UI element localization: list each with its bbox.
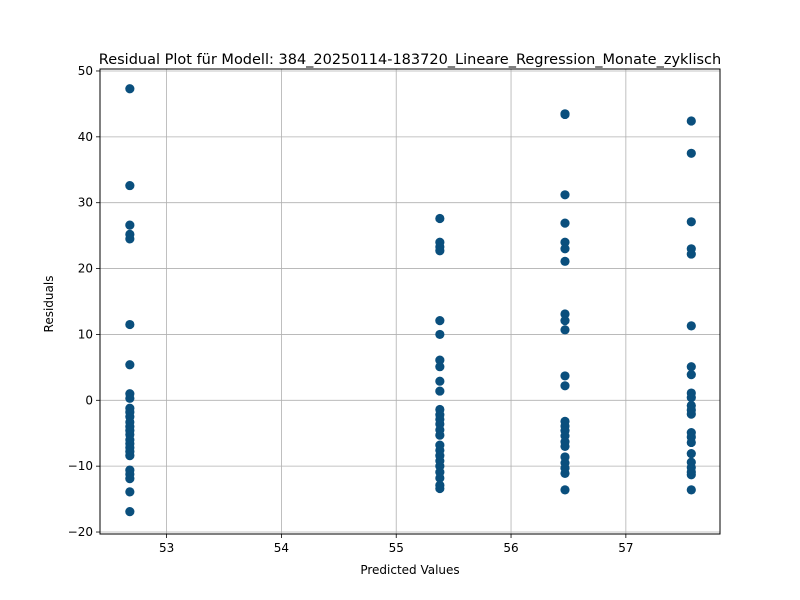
data-point bbox=[686, 148, 696, 158]
x-axis-label: Predicted Values bbox=[360, 563, 459, 577]
plot-frame bbox=[99, 68, 721, 535]
x-tick-label: 54 bbox=[274, 541, 289, 555]
data-point bbox=[125, 180, 135, 191]
y-tick-label: 10 bbox=[78, 327, 93, 341]
data-point bbox=[125, 319, 135, 330]
data-point bbox=[435, 355, 445, 365]
data-point bbox=[560, 371, 570, 381]
y-tick-label: 20 bbox=[78, 262, 93, 276]
y-tick-label: 40 bbox=[78, 130, 93, 144]
data-point bbox=[125, 234, 135, 244]
data-point bbox=[435, 316, 445, 326]
data-point bbox=[125, 360, 135, 370]
data-point bbox=[560, 485, 570, 495]
x-tick-label: 53 bbox=[159, 541, 174, 555]
data-point bbox=[435, 386, 445, 396]
data-point bbox=[560, 190, 570, 200]
data-point bbox=[686, 470, 696, 480]
data-point bbox=[435, 213, 445, 224]
data-point bbox=[686, 437, 696, 448]
y-tick-label: 50 bbox=[78, 64, 93, 78]
data-point bbox=[125, 507, 135, 517]
data-point bbox=[125, 451, 135, 461]
chart-title: Residual Plot für Modell: 384_20250114-1… bbox=[99, 52, 721, 68]
data-point bbox=[560, 441, 570, 452]
data-point bbox=[686, 449, 696, 459]
data-point bbox=[686, 249, 696, 259]
data-point bbox=[560, 237, 570, 247]
data-point bbox=[560, 109, 570, 120]
x-tick-label: 57 bbox=[618, 541, 633, 555]
y-tick-label: 30 bbox=[78, 196, 93, 210]
x-tick-label: 55 bbox=[389, 541, 404, 555]
data-point bbox=[686, 362, 696, 372]
data-point bbox=[435, 376, 445, 386]
data-point bbox=[686, 370, 696, 380]
data-point bbox=[125, 474, 135, 484]
data-point bbox=[125, 84, 135, 94]
data-point bbox=[435, 362, 445, 372]
data-point bbox=[560, 325, 570, 335]
data-points bbox=[125, 84, 696, 517]
data-point bbox=[560, 256, 570, 266]
data-point bbox=[686, 485, 696, 495]
axes bbox=[99, 68, 721, 535]
data-point bbox=[560, 309, 570, 319]
data-point bbox=[560, 468, 570, 479]
data-point bbox=[125, 220, 135, 230]
data-point bbox=[125, 487, 135, 497]
data-point bbox=[435, 430, 445, 440]
y-axis-label: Residuals bbox=[42, 276, 56, 333]
data-point bbox=[686, 409, 696, 419]
y-tick-label: 0 bbox=[85, 393, 93, 407]
data-point bbox=[560, 218, 570, 228]
ticks: 53 54 55 56 57 −20 −10 0 10 20 30 40 50 bbox=[68, 64, 634, 555]
data-point bbox=[125, 393, 135, 403]
y-tick-label: −20 bbox=[68, 525, 93, 539]
data-point bbox=[435, 246, 445, 256]
data-point bbox=[686, 321, 696, 331]
data-point bbox=[435, 473, 445, 483]
grid bbox=[100, 69, 720, 534]
data-point bbox=[435, 483, 445, 494]
data-point bbox=[686, 116, 696, 126]
data-point bbox=[560, 316, 570, 326]
data-point bbox=[560, 381, 570, 391]
data-point bbox=[686, 393, 696, 403]
data-point bbox=[686, 217, 696, 227]
x-tick-label: 56 bbox=[503, 541, 518, 555]
data-point bbox=[435, 329, 445, 340]
y-tick-label: −10 bbox=[68, 459, 93, 473]
data-point bbox=[560, 244, 570, 254]
